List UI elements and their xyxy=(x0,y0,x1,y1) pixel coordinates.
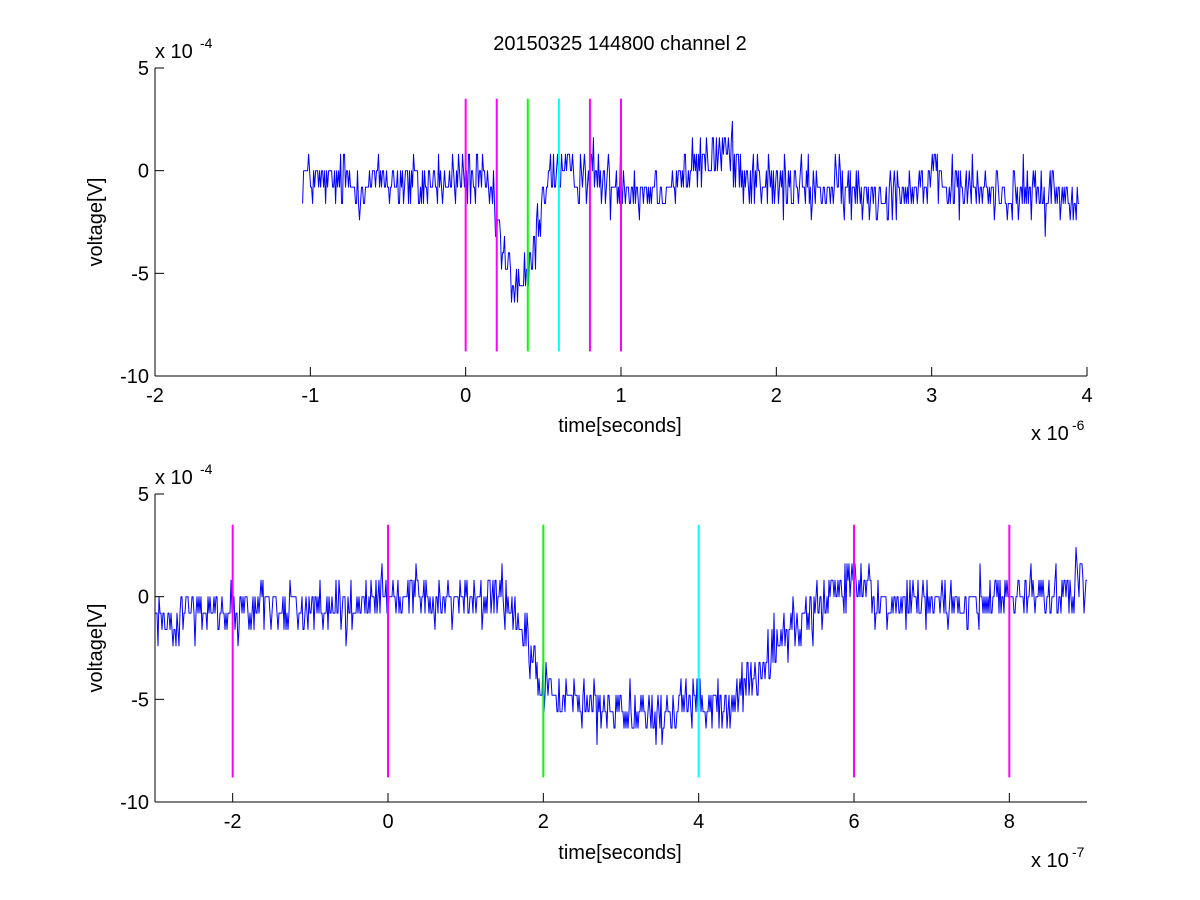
y-tick-label: -5 xyxy=(131,689,149,711)
y-exponent-label: x 10 xyxy=(155,41,193,63)
y-axis-label: voltage[V] xyxy=(85,604,107,693)
y-tick-label: 0 xyxy=(138,161,149,183)
series-line xyxy=(155,546,1087,745)
y-tick-label: 5 xyxy=(138,484,149,506)
y-exponent-label: x 10 xyxy=(155,467,193,489)
x-tick-label: -2 xyxy=(146,385,164,407)
x-tick-label: 4 xyxy=(693,811,704,833)
marker-layer xyxy=(231,524,1011,778)
x-tick-label: 2 xyxy=(771,385,782,407)
x-tick-label: -1 xyxy=(301,385,319,407)
y-exponent-power: -4 xyxy=(200,461,213,477)
x-exponent: x 10 -7 xyxy=(1031,844,1085,872)
y-ticks: -10 -5 0 5 xyxy=(120,484,164,814)
y-tick-label: 0 xyxy=(138,587,149,609)
y-tick-label: 5 xyxy=(138,58,149,80)
trace-layer xyxy=(155,546,1087,745)
y-exponent-power: -4 xyxy=(200,35,213,51)
y-tick-label: -10 xyxy=(120,792,149,814)
y-tick-label: -5 xyxy=(131,263,149,285)
x-axis-label: time[seconds] xyxy=(558,842,681,864)
x-exponent-power: -7 xyxy=(1072,844,1085,860)
y-exponent: x 10 -4 xyxy=(155,35,213,63)
subplot-bottom: -2 0 2 4 6 8 -10 -5 0 5 time[seconds] voltage[V]… xyxy=(85,461,1087,872)
y-axis-label: voltage[V] xyxy=(85,178,107,267)
x-ticks: -2 -1 0 1 2 3 4 xyxy=(146,367,1093,407)
x-tick-label: 0 xyxy=(460,385,471,407)
x-exponent-label: x 10 xyxy=(1031,423,1069,445)
x-tick-label: -2 xyxy=(224,811,242,833)
y-exponent: x 10 -4 xyxy=(155,461,213,489)
x-tick-label: 1 xyxy=(615,385,626,407)
x-ticks: -2 0 2 4 6 8 xyxy=(224,793,1015,833)
x-tick-label: 2 xyxy=(538,811,549,833)
marker-layer xyxy=(464,98,622,352)
y-ticks: -10 -5 0 5 xyxy=(120,58,164,388)
x-exponent-label: x 10 xyxy=(1031,850,1069,872)
x-exponent: x 10 -6 xyxy=(1031,417,1085,445)
series-line xyxy=(302,120,1080,303)
y-tick-label: -10 xyxy=(120,366,149,388)
x-tick-label: 6 xyxy=(848,811,859,833)
x-exponent-power: -6 xyxy=(1072,417,1085,433)
figure-title: 20150325 144800 channel 2 xyxy=(493,33,747,55)
trace-layer xyxy=(302,120,1080,303)
x-tick-label: 8 xyxy=(1004,811,1015,833)
x-tick-label: 3 xyxy=(926,385,937,407)
subplot-top: -2 -1 0 1 2 3 4 -10-505 time[seconds] voltage[… xyxy=(85,35,1093,445)
x-axis-label: time[seconds] xyxy=(558,415,681,437)
x-tick-label: 0 xyxy=(382,811,393,833)
x-tick-label: 4 xyxy=(1081,385,1092,407)
